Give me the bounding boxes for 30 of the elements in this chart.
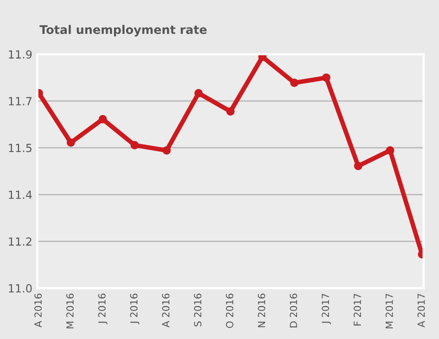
point	[290, 78, 298, 87]
chart-title: Total unemployment rate	[40, 24, 207, 36]
y-tick-label: 11.4	[8, 190, 32, 199]
point	[162, 146, 171, 155]
point	[98, 115, 107, 124]
x-tick-label: J 2016	[98, 294, 108, 324]
point	[226, 107, 235, 116]
x-tick-label: N 2016	[258, 294, 266, 328]
y-tick-label: 11.2	[8, 237, 32, 246]
point	[66, 138, 76, 147]
point	[386, 146, 394, 155]
y-tick-label: 11.5	[8, 144, 32, 152]
x-tick-label: O 2016	[226, 294, 234, 328]
y-tick-label: 11.7	[8, 97, 32, 106]
point	[354, 162, 362, 170]
x-tick-label: J 2016	[130, 294, 140, 324]
y-tick-label: 11.9	[8, 50, 32, 59]
point	[130, 141, 139, 150]
y-tick-label: 11.0	[8, 284, 32, 293]
x-tick-label: S 2016	[194, 294, 202, 326]
x-tick-label: D 2016	[290, 294, 298, 328]
x-tick-label: M 2017	[386, 294, 393, 328]
point	[322, 73, 330, 82]
x-tick-label: J 2017	[322, 294, 331, 324]
x-tick-label: A 2017	[418, 294, 425, 328]
x-tick-label: M 2016	[66, 294, 74, 328]
x-tick-label: A 2016	[162, 294, 170, 328]
point	[194, 89, 203, 98]
x-tick-label: A 2016	[34, 294, 42, 328]
x-tick-label: F 2017	[354, 294, 362, 326]
